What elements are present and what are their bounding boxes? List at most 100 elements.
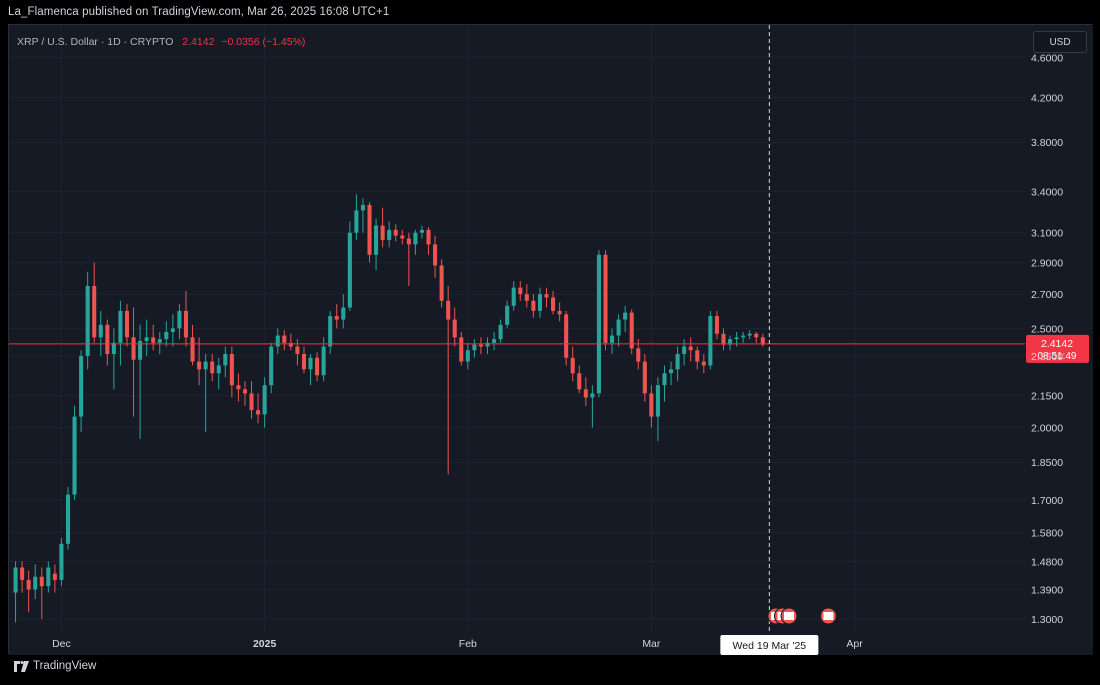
candle-body — [728, 339, 733, 345]
candle-body — [210, 361, 215, 374]
candle-body — [387, 229, 392, 240]
candle-body — [518, 287, 523, 295]
chart-panel[interactable]: 2.4142 08:51:49 Wed 19 Mar '25 4.6000 4.200… — [8, 24, 1093, 655]
candle-body — [741, 335, 746, 338]
candle-body — [669, 369, 674, 374]
candle-body — [406, 238, 411, 245]
candle-body — [400, 235, 405, 239]
candle-body — [642, 361, 647, 394]
candle-body — [308, 357, 313, 370]
symbol-title: XRP / U.S. Dollar · 1D · CRYPTO — [17, 36, 174, 48]
y-tick-label: 4.2000 — [1031, 93, 1063, 105]
candle-body — [216, 365, 221, 374]
candle-body — [13, 567, 18, 593]
candle-body — [20, 567, 25, 580]
candle-body — [721, 333, 726, 345]
candle-body — [472, 344, 477, 351]
candle-body — [52, 573, 57, 580]
candle-body — [459, 337, 464, 362]
legend-change: −0.0356 (−1.45%) — [221, 36, 306, 48]
y-tick-label: 2.9000 — [1031, 257, 1063, 269]
y-tick-label: 2.1500 — [1031, 390, 1063, 402]
candle-body — [433, 244, 438, 266]
candle-body — [452, 319, 457, 338]
candle-body — [485, 342, 490, 347]
symbol-legend[interactable]: XRP / U.S. Dollar · 1D · CRYPTO 2.4142 −… — [17, 36, 305, 48]
candle-body — [682, 346, 687, 354]
candle-body — [249, 393, 254, 411]
x-tick-label: Dec — [52, 638, 71, 650]
currency-selector[interactable]: USD — [1033, 31, 1087, 53]
candle-body — [157, 339, 162, 343]
candle-body — [714, 316, 719, 334]
event-flag-icon — [780, 607, 798, 625]
candle-body — [131, 337, 136, 360]
candle-body — [118, 310, 123, 343]
candle-body — [138, 340, 143, 360]
candle-body — [295, 346, 300, 354]
plot-background — [9, 25, 1093, 655]
candle-body — [505, 305, 510, 325]
candle-body — [33, 576, 38, 590]
candle-body — [655, 385, 660, 417]
candle-body — [105, 324, 110, 354]
candle-body — [354, 210, 359, 233]
candle-body — [151, 337, 156, 343]
candles — [13, 194, 765, 623]
candle-body — [380, 225, 385, 240]
candle-body — [511, 287, 516, 306]
candle-body — [124, 310, 130, 338]
candle-body — [537, 294, 542, 311]
candle-body — [269, 346, 274, 386]
badge-countdown: 08:51:49 — [1038, 351, 1077, 362]
candle-body — [524, 294, 529, 301]
grid — [9, 25, 1025, 633]
crosshair-date-box — [720, 635, 819, 655]
x-tick-label: 2025 — [253, 638, 277, 650]
candle-body — [334, 316, 339, 320]
x-tick-label: Apr — [846, 638, 863, 650]
candle-body — [92, 285, 97, 338]
y-tick-label: 1.3000 — [1031, 614, 1063, 626]
axes: 4.6000 4.2000 3.8000 3.4000 3.1000 2.9000 2.70… — [52, 52, 1063, 650]
y-tick-label: 4.6000 — [1031, 52, 1063, 64]
y-tick-label: 2.5000 — [1031, 323, 1063, 335]
candle-body — [79, 355, 84, 417]
candle-body — [413, 232, 418, 245]
candle-body — [111, 342, 116, 354]
y-tick-label: 1.3900 — [1031, 584, 1063, 596]
candle-body — [747, 333, 752, 336]
candle-body — [72, 416, 77, 495]
candle-body — [754, 333, 759, 338]
candle-body — [39, 576, 44, 587]
event-flag-icon — [819, 607, 837, 625]
candle-body — [197, 361, 202, 370]
candle-body — [610, 335, 615, 343]
footer-brand[interactable]: TradingView — [14, 660, 96, 672]
publish-header: La_Flamenca published on TradingView.com… — [8, 6, 390, 18]
candle-body — [242, 389, 248, 394]
candle-body — [347, 232, 352, 308]
candle-body — [183, 310, 189, 338]
candle-body — [59, 543, 64, 580]
candle-body — [360, 204, 365, 211]
candle-body — [616, 319, 621, 336]
candle-body — [675, 353, 680, 370]
candle-body — [708, 316, 713, 366]
candle-body — [544, 294, 549, 298]
candle-body — [26, 579, 31, 590]
y-tick-label: 3.1000 — [1031, 228, 1063, 240]
candle-body — [629, 312, 634, 349]
candle-body — [262, 385, 267, 415]
candle-body — [367, 204, 372, 255]
candle-body — [590, 393, 595, 398]
y-tick-label: 2.3500 — [1031, 351, 1063, 363]
candle-body — [419, 229, 424, 233]
y-tick-label: 1.8500 — [1031, 457, 1063, 469]
y-tick-label: 2.0000 — [1031, 423, 1063, 435]
last-price-value: 2.4142 — [1041, 338, 1073, 350]
candle-body — [688, 346, 693, 351]
candle-body — [315, 357, 320, 376]
candle-body — [203, 361, 208, 370]
